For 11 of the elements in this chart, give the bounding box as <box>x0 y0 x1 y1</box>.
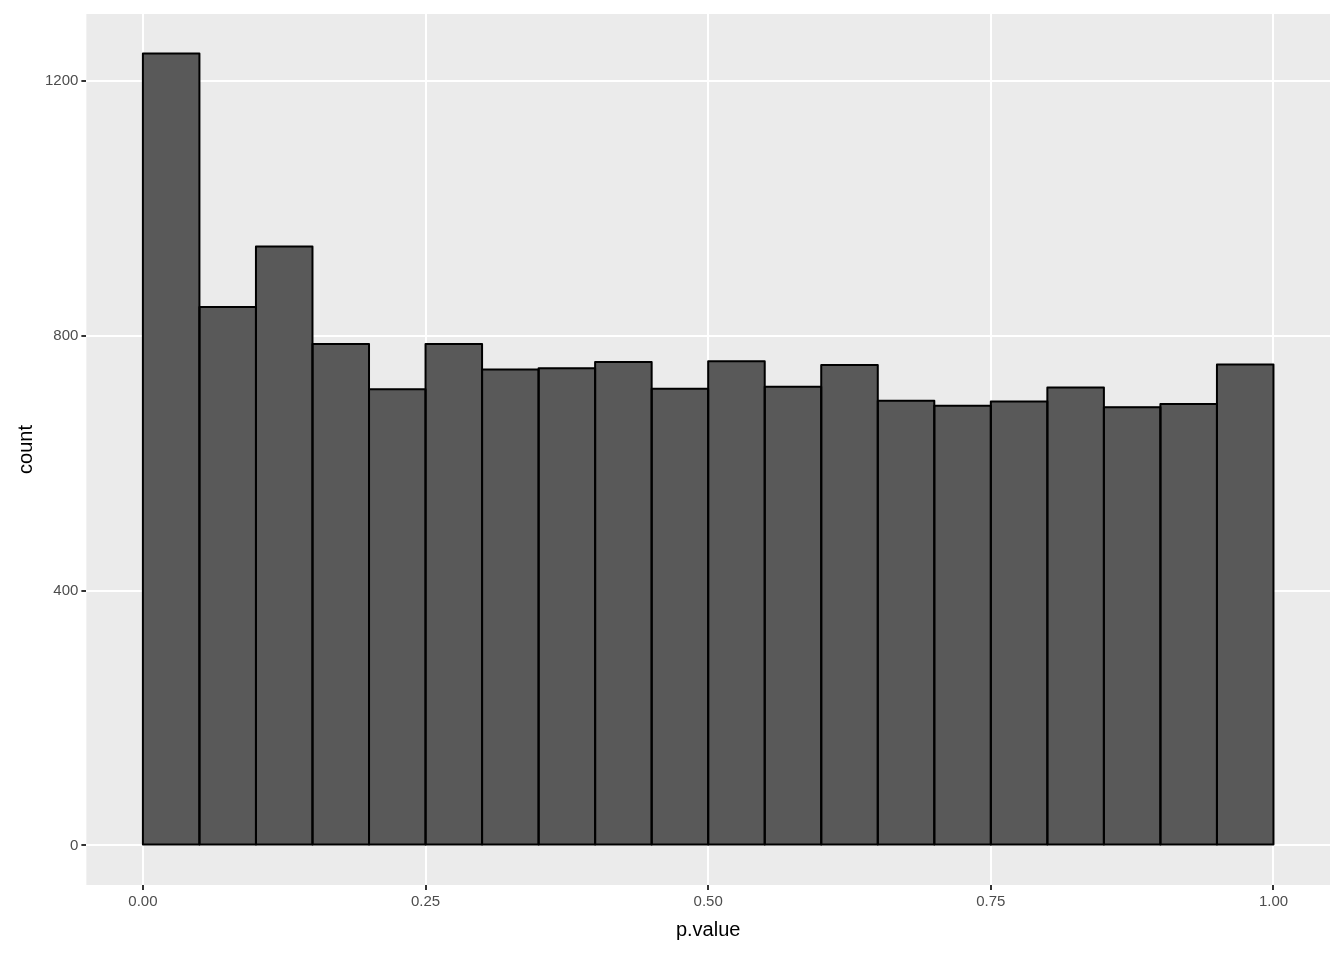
x-tick-label: 0.25 <box>410 892 441 910</box>
x-tick-label: 0.50 <box>693 892 723 910</box>
x-tick-label: 0.00 <box>128 892 158 910</box>
y-tick-label: 800 <box>53 325 79 343</box>
y-axis-title: count <box>13 424 36 474</box>
y-tick-label: 1200 <box>44 71 79 89</box>
y-tick-label: 400 <box>53 580 79 598</box>
x-axis-title: p.value <box>675 917 741 940</box>
x-tick-label: 0.75 <box>976 892 1006 910</box>
y-tick-label: 0 <box>70 835 79 853</box>
x-tick-label: 1.00 <box>1258 892 1289 910</box>
